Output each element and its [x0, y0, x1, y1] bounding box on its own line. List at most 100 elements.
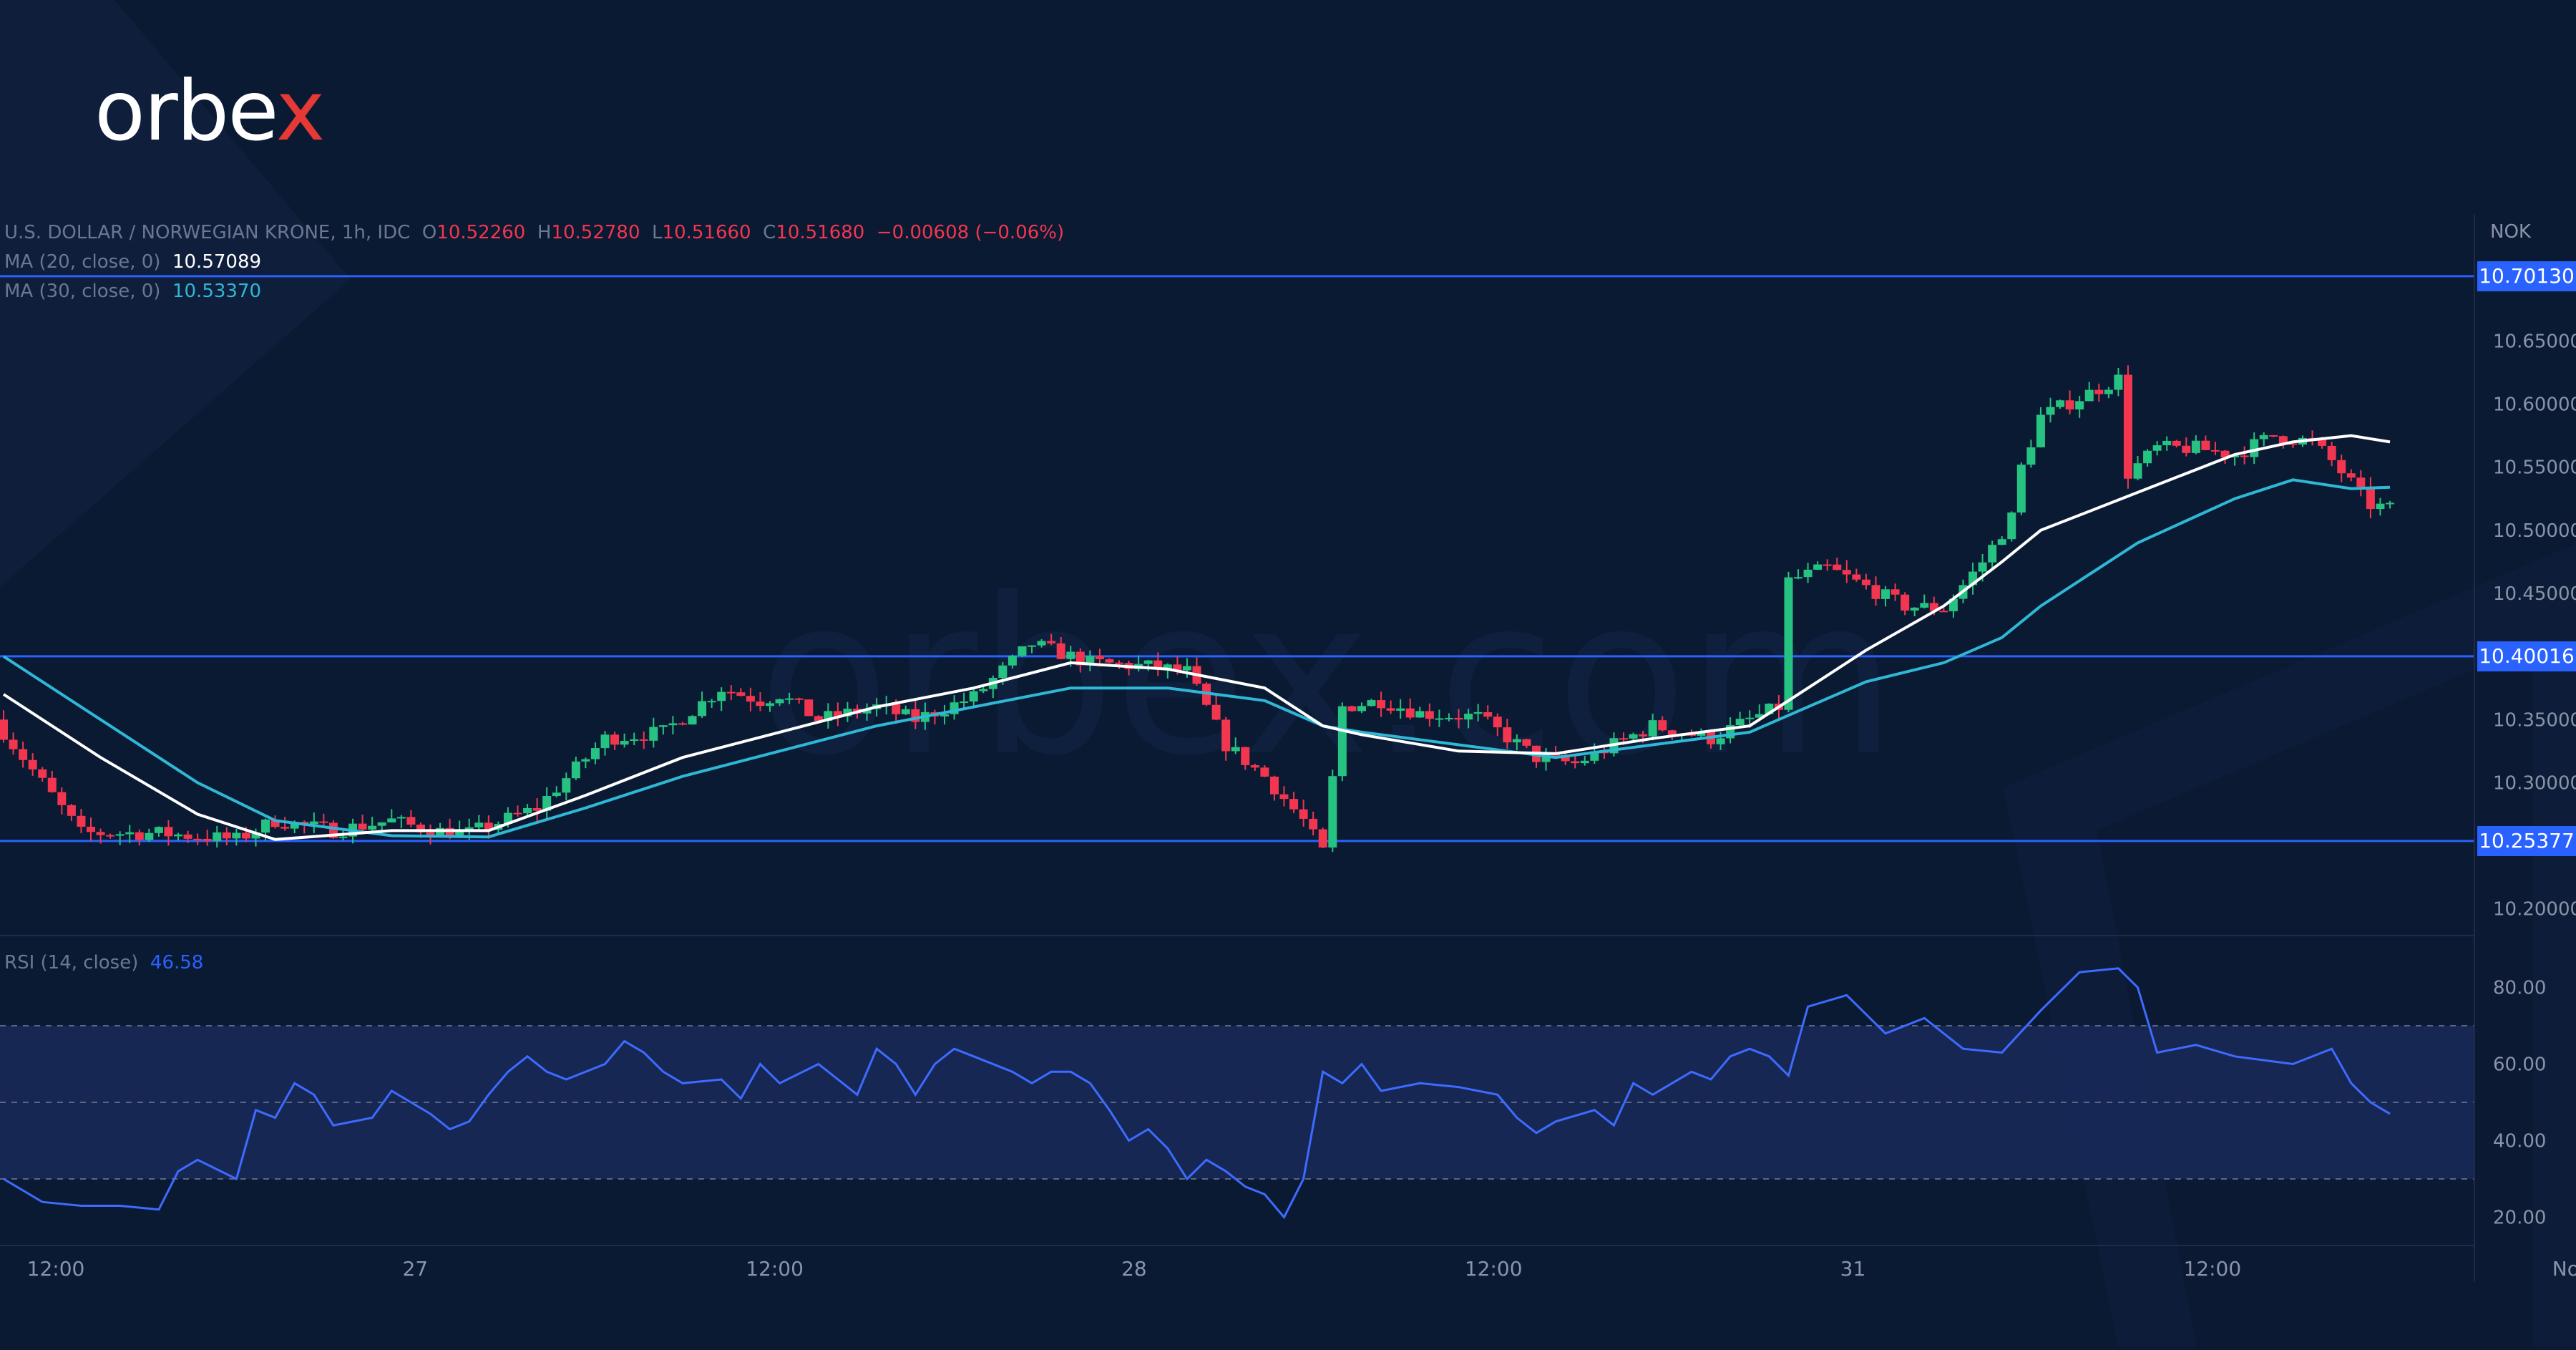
candle-body	[2288, 443, 2298, 445]
candle-body	[552, 792, 561, 797]
candle-body	[377, 822, 386, 826]
candle-body	[135, 832, 144, 840]
candle-body	[649, 727, 658, 741]
candle-body	[2337, 460, 2346, 474]
candle-body	[979, 689, 988, 691]
candle-body	[203, 838, 212, 842]
candle-body	[814, 716, 823, 722]
candle-body	[1115, 662, 1124, 664]
candle-body	[1047, 641, 1056, 644]
candle-body	[804, 699, 814, 717]
candle-body	[2036, 414, 2045, 447]
ma30-value: 10.53370	[172, 281, 262, 302]
candle-body	[2210, 450, 2220, 452]
time-tick-label: 27	[402, 1257, 428, 1281]
candle-body	[1910, 607, 1919, 611]
open-label: O	[421, 222, 437, 243]
ma20-label: MA (20, close, 0)	[4, 251, 161, 273]
candle-body	[1357, 706, 1366, 712]
candle-body	[785, 698, 794, 700]
candle-body	[115, 834, 125, 836]
candle-body	[843, 709, 852, 717]
candle-body	[1988, 545, 1997, 563]
candles	[0, 365, 2394, 853]
candle-body	[241, 832, 250, 839]
candle-body	[1318, 829, 1327, 848]
candle-body	[1250, 764, 1259, 768]
low-label: L	[652, 222, 663, 243]
candle-body	[1755, 714, 1764, 718]
candle-body	[96, 832, 105, 835]
candle-body	[2046, 407, 2055, 415]
candle-body	[1920, 603, 1929, 608]
candle-body	[2056, 400, 2065, 407]
rsi-legend: RSI (14, close) 46.58	[4, 952, 203, 973]
open-value: 10.52260	[436, 222, 526, 243]
candle-body	[2318, 438, 2327, 446]
candle-body	[833, 711, 842, 717]
level-label: 10.70130	[2477, 261, 2576, 291]
logo-text: orbe	[94, 63, 278, 160]
candle-body	[319, 821, 328, 823]
candle-body	[1978, 562, 1987, 572]
candle-body	[1337, 706, 1347, 777]
candle-body	[2016, 465, 2026, 513]
candle-body	[280, 827, 290, 829]
candle-body	[38, 769, 47, 778]
candle-body	[290, 822, 299, 829]
candle-body	[1037, 641, 1046, 646]
close-value: 10.51680	[776, 222, 865, 243]
candle-body	[47, 777, 57, 792]
candle-body	[610, 734, 620, 745]
candle-body	[630, 739, 639, 742]
ma20-value: 10.57089	[172, 251, 262, 273]
candle-body	[726, 691, 736, 694]
candle-body	[183, 834, 192, 839]
candle-body	[2346, 473, 2356, 478]
candle-body	[2094, 389, 2104, 394]
candle-body	[2162, 440, 2172, 446]
level-label: 10.40016	[2477, 641, 2576, 671]
candle-body	[1143, 660, 1153, 664]
candle-body	[368, 825, 377, 830]
ma20-line	[2, 434, 2391, 841]
rsi-pane	[0, 967, 2474, 1220]
candle-body	[1241, 747, 1250, 765]
candle-body	[222, 832, 231, 839]
level-label: 10.25377	[2477, 825, 2576, 856]
candle-body	[1512, 739, 1521, 743]
candle-body	[1852, 574, 1861, 580]
candle-body	[1541, 754, 1551, 762]
candle-body	[532, 807, 542, 811]
candle-body	[455, 830, 464, 838]
candle-body	[9, 739, 18, 749]
candle-body	[1580, 760, 1589, 764]
candle-body	[600, 734, 610, 749]
candle-body	[1503, 727, 1512, 743]
change-value: −0.00608 (−0.06%)	[876, 222, 1065, 243]
price-tick-label: 10.50000	[2493, 520, 2576, 542]
candle-body	[1745, 717, 1755, 719]
candle-body	[1260, 767, 1269, 777]
candle-body	[1347, 706, 1357, 712]
candle-body	[387, 818, 396, 822]
candle-body	[1929, 603, 1938, 611]
candle-body	[658, 725, 668, 727]
candle-body	[590, 748, 600, 759]
candle-body	[1784, 577, 1793, 710]
time-tick-label: 12:00	[27, 1257, 85, 1281]
candle-body	[154, 827, 163, 833]
rsi-tick-label: 40.00	[2493, 1131, 2546, 1152]
candle-body	[1211, 704, 1221, 720]
candle-body	[1648, 720, 1657, 737]
ma20-legend: MA (20, close, 0) 10.57089	[4, 251, 261, 273]
candle-body	[940, 714, 950, 717]
candle-body	[1163, 664, 1172, 669]
candle-body	[1309, 818, 1318, 830]
candle-body	[309, 821, 318, 825]
price-tick-label: 10.60000	[2493, 394, 2576, 415]
candle-body	[1386, 708, 1395, 711]
candle-body	[1008, 656, 1017, 666]
candle-body	[2220, 450, 2230, 457]
candle-body	[620, 741, 629, 745]
